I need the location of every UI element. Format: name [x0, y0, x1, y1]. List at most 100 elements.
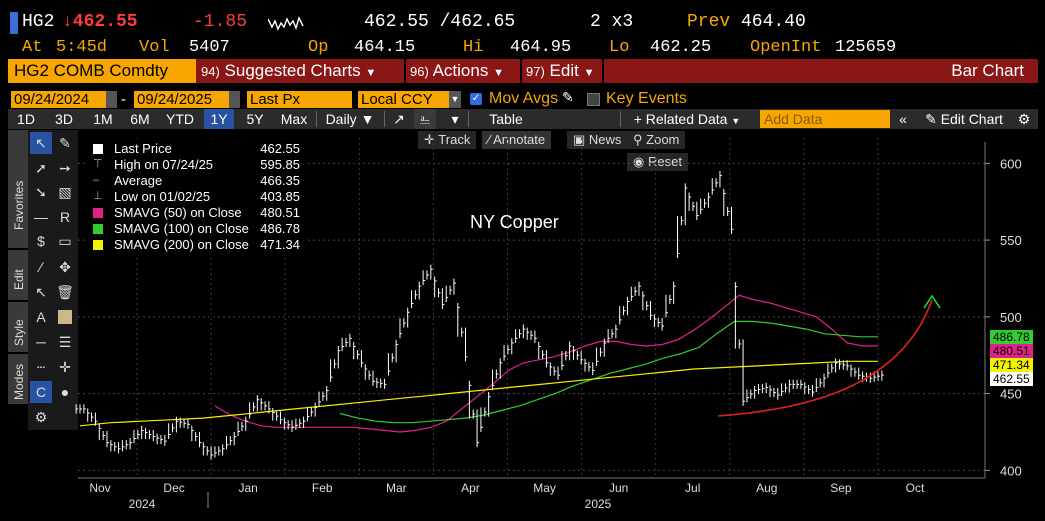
period-5y[interactable]: 5Y: [246, 111, 264, 127]
x-tick-label: Feb: [312, 481, 333, 495]
currency-select[interactable]: Local CCY: [358, 91, 450, 108]
gear-icon[interactable]: ⚙: [1017, 111, 1031, 127]
tab-modes[interactable]: Modes: [8, 354, 28, 404]
annotate-button[interactable]: ∕ Annotate: [482, 131, 552, 149]
checkbox-unchecked-icon[interactable]: [587, 93, 600, 106]
pencil-icon[interactable]: ✎: [59, 134, 71, 151]
last-price: ↓462.55: [62, 12, 138, 32]
year-label: 2024: [129, 497, 156, 511]
news-button[interactable]: ▣ News: [567, 131, 628, 149]
reset-icon: ◉: [633, 154, 645, 169]
related-data-button[interactable]: + Related Data ▼: [622, 109, 752, 129]
period-6m[interactable]: 6M: [130, 111, 150, 127]
openint-label: OpenInt: [750, 38, 822, 57]
track-button[interactable]: ✛ Track: [418, 131, 477, 149]
legend-label: SMAVG (100) on Close: [114, 221, 249, 236]
sparkline-icon: [268, 16, 304, 31]
track-label: Track: [438, 132, 471, 147]
key-events-label[interactable]: Key Events: [606, 90, 687, 107]
dashed-line-icon[interactable]: ┄: [36, 358, 46, 375]
trash-icon[interactable]: 🗑: [56, 283, 74, 300]
tab-edit[interactable]: Edit: [8, 250, 28, 300]
crosshair-icon[interactable]: ✛: [59, 358, 71, 375]
y-tick-label: 500: [1000, 310, 1022, 325]
reset-button[interactable]: ◉ Reset: [627, 153, 688, 171]
palette-icon[interactable]: ●: [60, 384, 70, 400]
period-max[interactable]: Max: [280, 111, 308, 127]
pencil-icon[interactable]: ✎: [562, 89, 574, 105]
legend-item[interactable]: ⊤ High on 07/24/25 595.85: [85, 157, 306, 173]
legend-swatch: [93, 208, 103, 218]
high-marker-icon: ⊤: [93, 158, 103, 170]
edit-menu[interactable]: 97) Edit ▼: [526, 59, 606, 83]
high-value: 464.95: [510, 38, 572, 57]
related-data-label: + Related Data: [633, 111, 728, 127]
security-field[interactable]: HG2 COMB Comdty: [8, 59, 196, 83]
magnet-icon[interactable]: C: [30, 381, 52, 403]
line-width-icon[interactable]: ─: [36, 334, 46, 350]
chart-toolbar: 1D 3D 1M 6M YTD 1Y 5Y Max Daily ▼ ↗ ⎁ ▾ …: [8, 109, 1038, 129]
x-tick-label: Jan: [239, 481, 258, 495]
calendar-icon[interactable]: [229, 91, 240, 108]
text-tool-icon[interactable]: R: [59, 209, 71, 225]
legend-item[interactable]: SMAVG (50) on Close 480.51: [85, 205, 306, 221]
end-date-input[interactable]: 09/24/2025: [134, 91, 229, 108]
legend-item[interactable]: SMAVG (100) on Close 486.78: [85, 221, 306, 237]
chevron-down-icon: ▼: [493, 67, 504, 79]
menu-bar: HG2 COMB Comdty 94) Suggested Charts ▼ 9…: [8, 59, 1038, 83]
chevron-down-icon[interactable]: ▼: [449, 91, 461, 108]
collapse-icon[interactable]: «: [899, 111, 907, 127]
x-tick-label: Jul: [685, 481, 700, 495]
chart-annotation[interactable]: NY Copper: [470, 212, 559, 232]
suggested-charts-menu[interactable]: 94) Suggested Charts ▼: [201, 59, 401, 83]
tab-favorites[interactable]: Favorites: [8, 130, 28, 248]
tab-style[interactable]: Style: [8, 302, 28, 352]
avg-marker-icon: –: [93, 174, 100, 186]
horizontal-line-icon[interactable]: —: [34, 209, 48, 225]
mov-avgs-label[interactable]: Mov Avgs: [489, 90, 559, 107]
segment-icon[interactable]: ➘: [35, 183, 47, 200]
period-1m[interactable]: 1M: [93, 111, 113, 127]
edit-chart-button[interactable]: ✎ Edit Chart: [918, 109, 1010, 129]
ticker[interactable]: HG2: [22, 12, 55, 32]
legend-swatch: [93, 240, 103, 250]
period-3d[interactable]: 3D: [55, 111, 73, 127]
frequency-select[interactable]: Daily ▼: [325, 111, 375, 127]
brush-icon[interactable]: ∕: [39, 259, 43, 275]
ray-icon[interactable]: ➙: [59, 159, 71, 176]
legend-item[interactable]: SMAVG (200) on Close 471.34: [85, 237, 306, 253]
legend-value: 471.34: [260, 237, 300, 252]
line-style-icon[interactable]: ☰: [58, 333, 72, 350]
channel-icon[interactable]: ▧: [58, 183, 72, 200]
chevron-down-icon[interactable]: ▾: [451, 111, 459, 127]
start-date-input[interactable]: 09/24/2024: [11, 91, 106, 108]
select-plus-icon[interactable]: ↖: [35, 283, 47, 300]
checkbox-checked-icon[interactable]: ✓: [470, 93, 482, 105]
settings-icon[interactable]: ⚙: [34, 408, 48, 425]
open-value: 464.15: [354, 38, 416, 57]
period-ytd[interactable]: YTD: [166, 111, 194, 127]
suggested-charts-num: 94): [201, 64, 220, 79]
trendline-icon[interactable]: ➚: [35, 159, 47, 176]
period-1d[interactable]: 1D: [17, 111, 35, 127]
add-data-input[interactable]: Add Data: [760, 110, 890, 128]
actions-menu[interactable]: 96) Actions ▼: [410, 59, 520, 83]
cursor-icon[interactable]: ↖: [30, 132, 52, 154]
legend-item[interactable]: – Average 466.35: [85, 173, 306, 189]
edit-label: Edit: [549, 61, 579, 80]
legend-item[interactable]: ⊥ Low on 01/02/25 403.85: [85, 189, 306, 205]
price-label-icon[interactable]: $: [37, 233, 45, 249]
legend-item[interactable]: Last Price 462.55: [85, 141, 306, 157]
period-1y[interactable]: 1Y: [204, 109, 234, 129]
zoom-button[interactable]: ⚲ Zoom: [627, 131, 686, 149]
font-icon[interactable]: A: [36, 309, 46, 325]
move-icon[interactable]: ✥: [59, 258, 71, 275]
color-swatch-icon[interactable]: [54, 306, 76, 328]
line-chart-icon[interactable]: ↗: [393, 111, 405, 127]
price-field-select[interactable]: Last Px: [247, 91, 352, 108]
bar-chart-icon[interactable]: ⎁: [414, 109, 436, 129]
rectangle-icon[interactable]: ▭: [58, 232, 72, 249]
calendar-icon[interactable]: [106, 91, 117, 108]
table-button[interactable]: Table: [489, 111, 523, 127]
